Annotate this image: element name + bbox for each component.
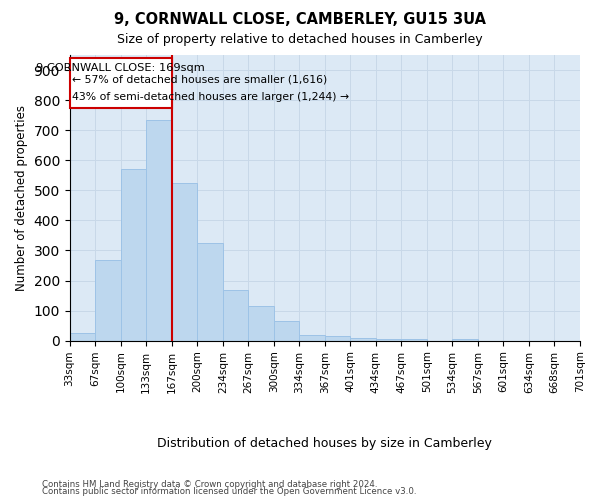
Bar <box>223 290 248 341</box>
FancyBboxPatch shape <box>70 58 172 108</box>
Bar <box>121 170 146 340</box>
Bar <box>401 339 427 340</box>
Bar <box>70 333 95 340</box>
Text: 9 CORNWALL CLOSE: 169sqm: 9 CORNWALL CLOSE: 169sqm <box>37 64 205 74</box>
Text: Contains public sector information licensed under the Open Government Licence v3: Contains public sector information licen… <box>42 488 416 496</box>
Text: 9, CORNWALL CLOSE, CAMBERLEY, GU15 3UA: 9, CORNWALL CLOSE, CAMBERLEY, GU15 3UA <box>114 12 486 28</box>
Text: Size of property relative to detached houses in Camberley: Size of property relative to detached ho… <box>117 32 483 46</box>
Bar <box>172 183 197 340</box>
Bar <box>197 243 223 340</box>
Bar <box>376 339 401 340</box>
Bar <box>95 260 121 340</box>
Bar <box>452 339 478 340</box>
X-axis label: Distribution of detached houses by size in Camberley: Distribution of detached houses by size … <box>157 437 492 450</box>
Bar <box>274 321 299 340</box>
Text: ← 57% of detached houses are smaller (1,616): ← 57% of detached houses are smaller (1,… <box>71 74 327 84</box>
Text: Contains HM Land Registry data © Crown copyright and database right 2024.: Contains HM Land Registry data © Crown c… <box>42 480 377 489</box>
Bar <box>146 120 172 340</box>
Bar <box>248 306 274 340</box>
Y-axis label: Number of detached properties: Number of detached properties <box>15 105 28 291</box>
Bar <box>325 336 350 340</box>
Text: 43% of semi-detached houses are larger (1,244) →: 43% of semi-detached houses are larger (… <box>71 92 349 102</box>
Bar <box>299 334 325 340</box>
Bar <box>350 338 376 340</box>
